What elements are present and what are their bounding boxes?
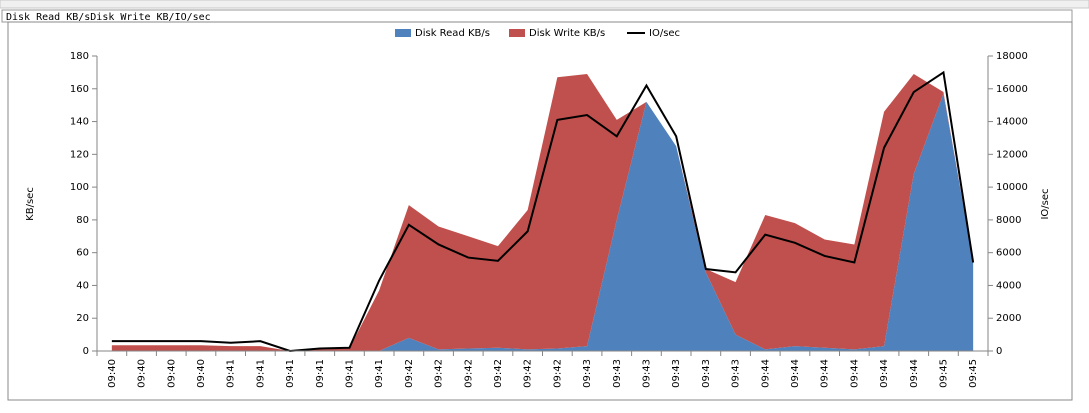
y2-axis-label: IO/sec [1040,188,1051,219]
y-tick-label: 100 [70,182,89,193]
y2-tick-label: 16000 [996,84,1028,95]
legend-label: Disk Read KB/s [415,28,490,39]
sheet-row [0,0,1089,9]
x-tick-label: 09:41 [374,359,385,388]
x-tick-label: 09:43 [701,359,712,388]
y2-tick-label: 0 [996,346,1002,357]
x-tick-label: 09:40 [137,359,148,388]
x-tick-label: 09:42 [523,359,534,388]
x-tick-label: 09:44 [879,359,890,388]
x-tick-label: 09:43 [671,359,682,388]
legend-swatch [395,29,411,37]
x-tick-label: 09:42 [552,359,563,388]
x-tick-label: 09:41 [315,359,326,388]
y-tick-label: 0 [83,346,89,357]
y-tick-label: 180 [70,51,89,62]
x-tick-label: 09:40 [166,359,177,388]
x-tick-label: 09:43 [612,359,623,388]
x-tick-label: 09:44 [849,359,860,388]
x-tick-label: 09:40 [107,359,118,388]
y-tick-label: 80 [76,215,89,226]
x-tick-label: 09:40 [196,359,207,388]
y-axis-label: KB/sec [25,187,36,221]
y-tick-label: 140 [70,117,89,128]
legend-label: Disk Write KB/s [529,28,605,39]
x-tick-label: 09:41 [226,359,237,388]
x-tick-label: 09:41 [344,359,355,388]
y-tick-label: 60 [76,248,89,259]
y2-tick-label: 2000 [996,313,1021,324]
x-tick-label: 09:45 [968,359,979,388]
y-tick-label: 40 [76,280,89,291]
y2-tick-label: 14000 [996,117,1028,128]
area [111,74,974,352]
legend-swatch [509,29,525,37]
y2-tick-label: 18000 [996,51,1028,62]
x-tick-label: 09:41 [255,359,266,388]
x-tick-label: 09:41 [285,359,296,388]
x-tick-label: 09:42 [404,359,415,388]
y2-tick-label: 6000 [996,248,1021,259]
cell-text: Disk Read KB/sDisk Write KB/IO/sec [6,12,211,23]
y-tick-label: 120 [70,149,89,160]
x-tick-label: 09:43 [731,359,742,388]
y-tick-label: 20 [76,313,89,324]
y-tick-label: 160 [70,84,89,95]
y2-tick-label: 8000 [996,215,1021,226]
x-tick-label: 09:43 [641,359,652,388]
x-tick-label: 09:42 [434,359,445,388]
x-tick-label: 09:44 [909,359,920,388]
x-tick-label: 09:45 [938,359,949,388]
y2-tick-label: 10000 [996,182,1028,193]
x-tick-label: 09:42 [493,359,504,388]
legend-label: IO/sec [649,28,680,39]
x-tick-label: 09:44 [790,359,801,388]
x-tick-label: 09:44 [760,359,771,388]
y2-tick-label: 12000 [996,149,1028,160]
x-tick-label: 09:42 [463,359,474,388]
x-tick-label: 09:44 [820,359,831,388]
line [111,70,975,353]
x-tick-label: 09:43 [582,359,593,388]
y2-tick-label: 4000 [996,280,1021,291]
